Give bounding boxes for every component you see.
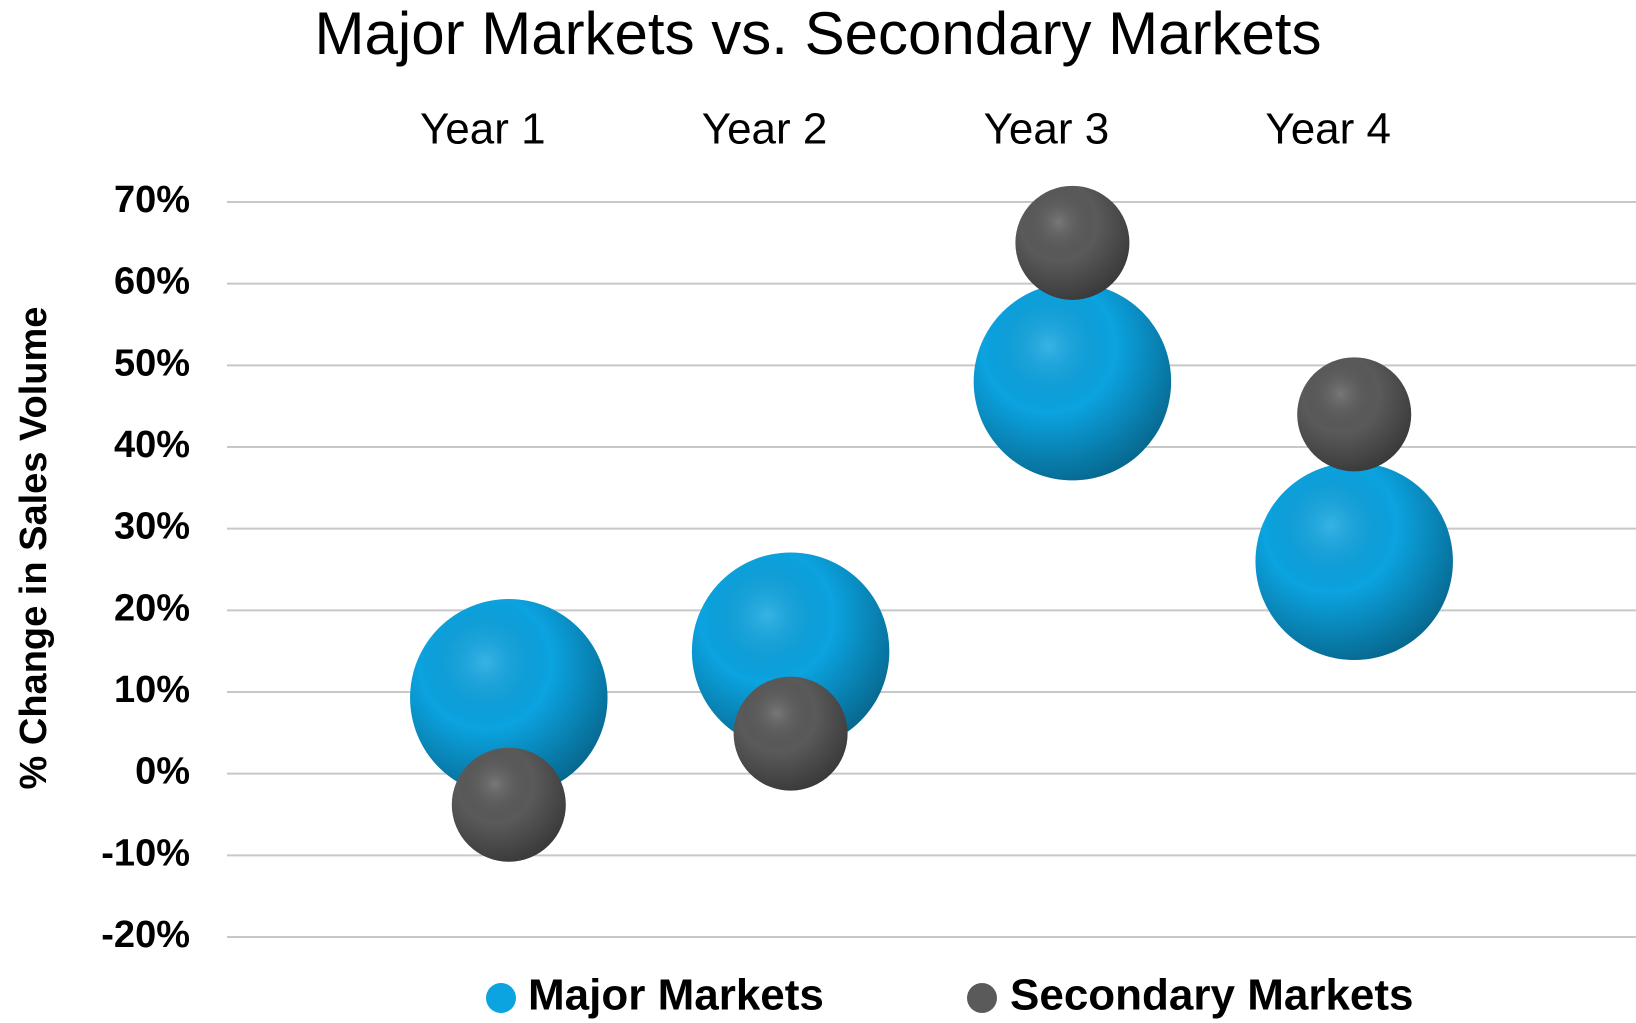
legend-marker [486,983,516,1013]
bubble [1015,185,1130,300]
y-tick-label: 30% [114,506,190,548]
bubble [973,282,1172,481]
chart-title: Major Markets vs. Secondary Markets [315,0,1322,67]
y-tick-label: 70% [114,179,190,221]
y-axis-title: % Change in Sales Volume [13,307,55,790]
legend-marker [967,983,997,1013]
y-tick-label: 60% [114,261,190,303]
y-tick-label: 20% [114,587,190,629]
bubble [1255,462,1453,661]
legend-label: Major Markets [528,971,824,1020]
category-label: Year 1 [420,105,546,154]
category-label: Year 4 [1265,105,1391,154]
y-tick-label: 40% [114,424,190,466]
category-label: Year 3 [984,105,1110,154]
legend-label: Secondary Markets [1010,971,1414,1020]
bubble [451,747,566,862]
y-tick-label: -10% [101,832,190,874]
y-tick-label: 50% [114,342,190,384]
bubble [1297,357,1412,472]
bubble [733,676,848,791]
y-tick-label: -20% [101,914,190,956]
category-label: Year 2 [702,105,828,154]
y-tick-label: 10% [114,669,190,711]
y-tick-label: 0% [135,751,190,793]
